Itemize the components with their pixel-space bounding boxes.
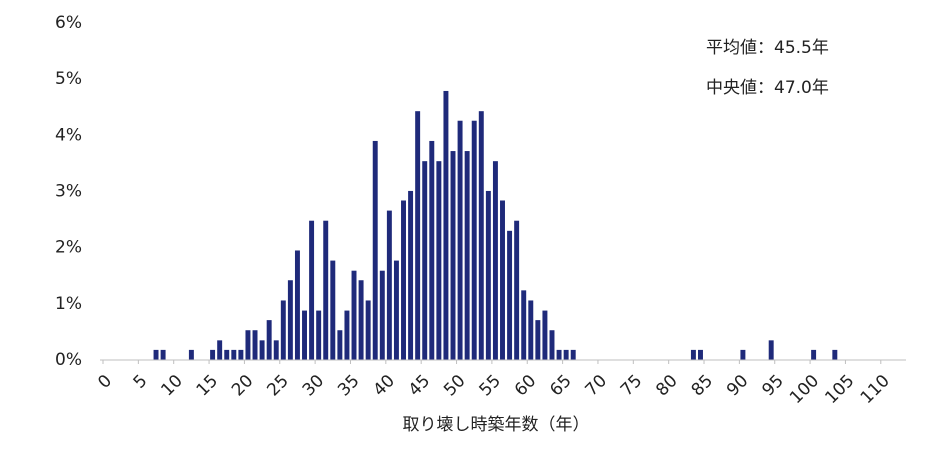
bar [294, 250, 300, 360]
bar [337, 330, 343, 360]
x-tick-label: 80 [652, 371, 681, 400]
x-tick-label: 55 [476, 371, 505, 400]
bar [542, 310, 548, 360]
bar [563, 349, 569, 360]
bar [740, 349, 746, 360]
bar [492, 161, 498, 360]
bar [188, 349, 194, 360]
bar [344, 310, 350, 360]
bar [528, 300, 534, 360]
bar [500, 200, 505, 360]
bar [422, 161, 428, 360]
x-tick-label: 10 [157, 371, 186, 400]
bar [514, 220, 520, 360]
bar [386, 210, 392, 360]
bar [549, 330, 555, 360]
bar [252, 330, 258, 360]
x-tick-label: 15 [193, 371, 222, 400]
bar [429, 140, 435, 360]
bar [478, 111, 484, 360]
bar [570, 349, 576, 360]
bar [443, 90, 449, 360]
y-tick-label: 1% [55, 294, 82, 314]
x-tick-label: 0 [94, 371, 116, 393]
bar [351, 270, 357, 360]
bar [245, 330, 251, 360]
bar [450, 151, 456, 360]
bar [280, 300, 286, 360]
bar [266, 320, 272, 360]
x-tick-label: 35 [334, 371, 363, 400]
bar [358, 280, 364, 360]
x-tick-label: 85 [688, 371, 717, 400]
bar [287, 280, 293, 360]
x-tick-label: 20 [228, 371, 257, 400]
x-tick-label: 75 [617, 371, 646, 400]
bar [330, 260, 336, 360]
y-tick-label: 3% [55, 182, 82, 202]
x-tick-label: 45 [405, 371, 434, 400]
bar [457, 120, 463, 360]
y-tick-label: 2% [55, 238, 82, 258]
annotation: 中央値：47.0年 [706, 78, 829, 98]
bar [273, 340, 279, 360]
x-tick-label: 50 [440, 371, 469, 400]
y-tick-label: 6% [55, 13, 82, 33]
x-tick-label: 70 [582, 371, 611, 400]
bar [485, 190, 491, 360]
bar [238, 349, 244, 360]
x-tick-label: 5 [130, 371, 152, 393]
x-tick-label: 40 [369, 371, 398, 400]
bar [698, 349, 703, 360]
bar [210, 349, 216, 360]
bar [521, 290, 527, 360]
x-tick-label: 90 [723, 371, 752, 400]
x-tick-label: 25 [263, 371, 292, 400]
bar [323, 220, 329, 360]
bar [408, 190, 414, 360]
y-tick-label: 4% [55, 125, 82, 145]
x-tick-label: 110 [857, 371, 894, 408]
bar [224, 349, 230, 360]
bar [768, 340, 774, 360]
bar [231, 349, 237, 360]
bar [365, 300, 371, 360]
bar [436, 161, 442, 360]
bar [309, 220, 315, 360]
bar [556, 349, 562, 360]
bar [302, 310, 307, 360]
x-tick-label: 60 [511, 371, 540, 400]
bar [372, 140, 378, 360]
x-tick-label: 100 [786, 371, 823, 408]
x-tick-label: 65 [546, 371, 575, 400]
x-axis-label: 取り壊し時築年数（年） [403, 415, 590, 435]
bar [393, 260, 399, 360]
annotation: 平均値：45.5年 [706, 38, 829, 58]
y-tick-label: 5% [55, 69, 82, 89]
bar [401, 200, 406, 360]
bar [811, 349, 817, 360]
x-tick-label: 95 [758, 371, 787, 400]
x-tick-label: 30 [299, 371, 328, 400]
bar [316, 310, 322, 360]
bar [153, 349, 159, 360]
bar [471, 120, 477, 360]
bar [832, 349, 838, 360]
bar [690, 349, 696, 360]
bar [415, 111, 421, 360]
bar [259, 340, 265, 360]
y-tick-label: 0% [55, 350, 82, 370]
bar [507, 230, 513, 360]
bar [464, 151, 470, 360]
bar [535, 320, 541, 360]
x-tick-label: 105 [821, 371, 858, 408]
bar [217, 340, 223, 360]
bar [160, 349, 166, 360]
bar [379, 270, 385, 360]
